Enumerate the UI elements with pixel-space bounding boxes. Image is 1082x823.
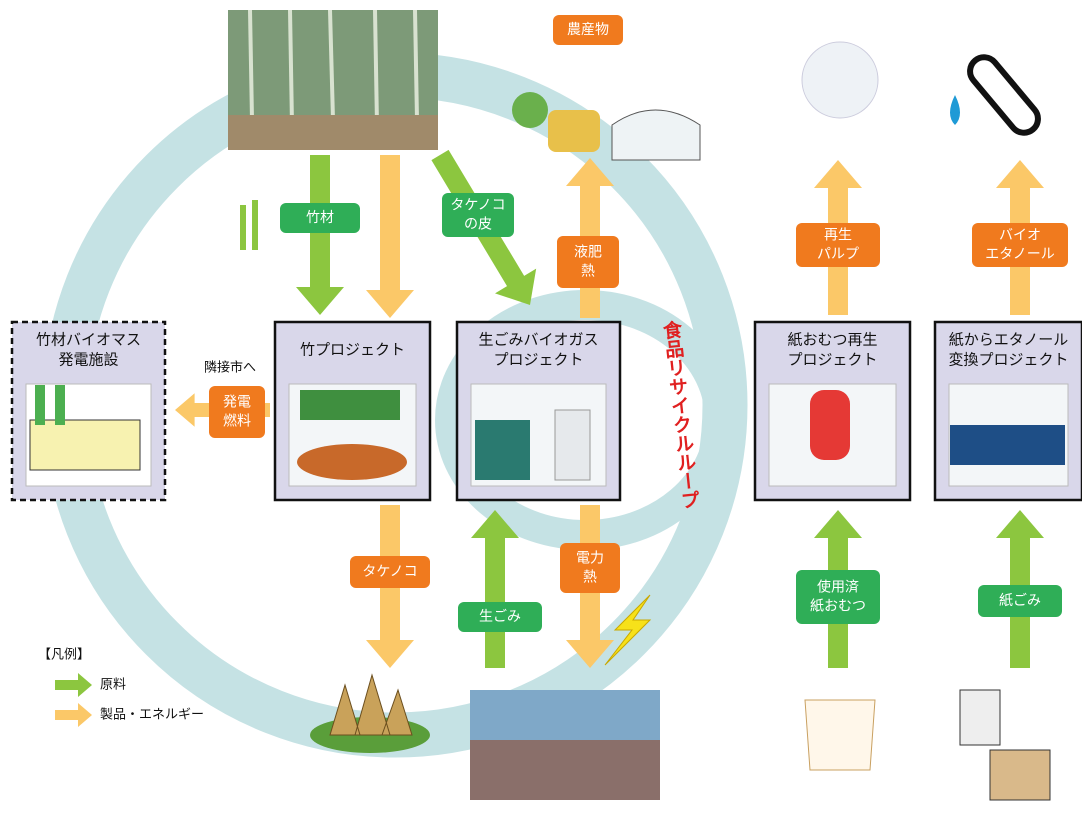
label-text: 隣接市へ	[204, 360, 256, 376]
reactor	[810, 390, 850, 460]
label-text: 発電施設	[58, 351, 118, 369]
label-text: プロジェクト	[787, 351, 877, 369]
label-text: 農産物	[567, 22, 609, 38]
flow-arrow	[296, 155, 344, 315]
paper-icon	[960, 690, 1050, 800]
label-text: 竹材	[306, 210, 334, 226]
label-text: 熱	[581, 264, 595, 280]
legend-item: 原料	[100, 678, 126, 693]
pulp-icon	[802, 42, 878, 118]
label-text: 液肥	[574, 245, 602, 261]
plant	[950, 425, 1065, 465]
label-text: 電力	[576, 551, 604, 567]
label-text: タケノコ	[450, 198, 505, 214]
diagram: 竹材バイオマス発電施設竹プロジェクト生ごみバイオガスプロジェクト紙おむつ再生プロ…	[0, 0, 1082, 823]
flow-arrow	[366, 155, 414, 318]
chimney	[55, 385, 65, 425]
label-text: 紙おむつ再生	[787, 331, 877, 349]
label-text: タケノコ	[362, 564, 417, 580]
diaper-icon	[805, 700, 875, 770]
forest-floor	[228, 115, 438, 150]
label-text: 燃料	[223, 413, 251, 430]
chipper	[300, 390, 400, 420]
label-text: 生ごみバイオガス	[478, 331, 598, 349]
label-text: バイオ	[999, 228, 1041, 244]
label-text: 紙からエタノール	[949, 331, 1069, 349]
chips	[297, 444, 407, 480]
label-text: 再生	[824, 228, 852, 244]
label-text: エタノール	[985, 247, 1055, 263]
tank	[475, 420, 530, 480]
legend-title: 【凡例】	[38, 648, 90, 663]
flow-arrow	[55, 673, 92, 697]
factory	[30, 420, 140, 470]
label-text: 竹プロジェクト	[300, 341, 405, 359]
label-text: 生ごみ	[479, 609, 521, 625]
greenhouse-icon	[612, 110, 700, 160]
label-text: 使用済	[817, 579, 859, 596]
test-tube-icon	[950, 52, 1044, 139]
label-text: の皮	[464, 217, 492, 233]
city-street	[470, 740, 660, 800]
flow-arrow	[471, 510, 519, 668]
flow-tag	[796, 570, 880, 624]
legend-item: 製品・エネルギー	[100, 708, 204, 723]
label-text: 竹材バイオマス	[36, 331, 141, 349]
chimney	[35, 385, 45, 425]
label-text: プロジェクト	[493, 351, 583, 369]
label-text: 熱	[583, 570, 597, 586]
label-text: 変換プロジェクト	[948, 351, 1068, 369]
flow-arrow	[55, 703, 92, 727]
bamboo-icon	[240, 200, 258, 250]
label-text: 紙おむつ	[810, 599, 866, 615]
label-text: パルプ	[817, 247, 859, 263]
tank	[555, 410, 590, 480]
label-text: 発電	[223, 395, 251, 411]
label-text: 紙ごみ	[999, 593, 1041, 609]
